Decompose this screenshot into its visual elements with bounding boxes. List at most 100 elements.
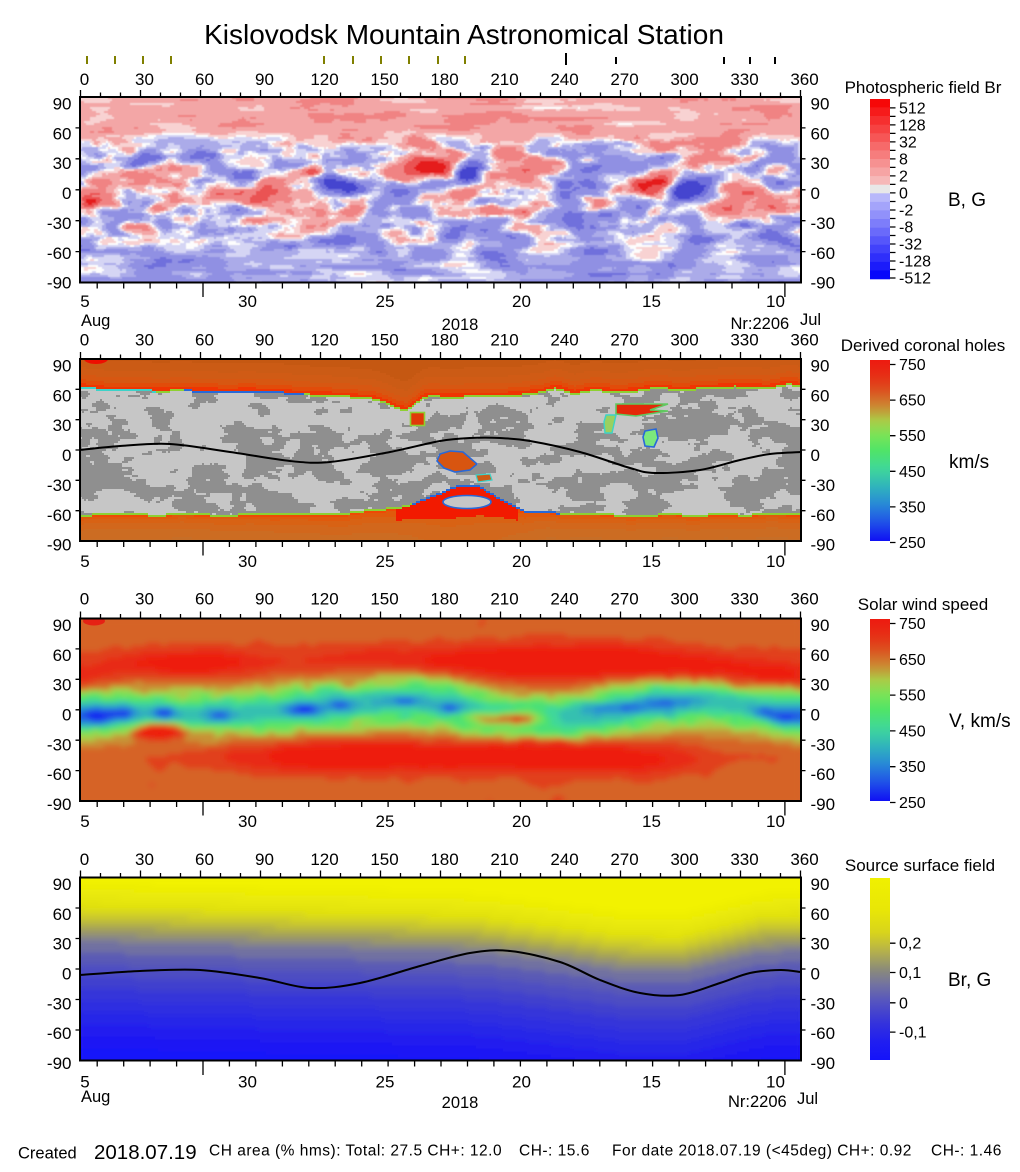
svg-text:30: 30: [238, 552, 257, 571]
svg-text:90: 90: [811, 875, 830, 894]
svg-text:550: 550: [899, 688, 926, 705]
svg-text:0: 0: [899, 995, 908, 1012]
svg-text:300: 300: [670, 331, 698, 350]
svg-text:750: 750: [899, 357, 926, 374]
svg-text:Created: Created: [18, 1145, 77, 1163]
svg-text:-30: -30: [811, 735, 836, 754]
svg-text:300: 300: [670, 590, 698, 609]
svg-text:Solar wind speed: Solar wind speed: [858, 595, 988, 614]
svg-text:-30: -30: [811, 214, 836, 233]
svg-text:120: 120: [310, 70, 338, 89]
svg-text:5: 5: [80, 552, 89, 571]
svg-text:10: 10: [766, 552, 785, 571]
svg-text:90: 90: [811, 95, 830, 114]
svg-text:0: 0: [62, 446, 71, 465]
svg-text:-2: -2: [899, 203, 913, 220]
svg-text:For date 2018.07.19 (<45deg) C: For date 2018.07.19 (<45deg) CH+: 0.92: [612, 1143, 912, 1160]
svg-text:-60: -60: [811, 765, 836, 784]
svg-text:0: 0: [811, 706, 820, 725]
svg-text:30: 30: [238, 292, 257, 311]
svg-text:128: 128: [899, 117, 926, 134]
svg-text:-128: -128: [899, 254, 931, 271]
svg-text:Nr:2206: Nr:2206: [728, 1093, 787, 1111]
svg-text:60: 60: [811, 124, 830, 143]
svg-text:350: 350: [899, 759, 926, 776]
svg-text:30: 30: [811, 935, 830, 954]
svg-text:20: 20: [512, 812, 531, 831]
svg-text:-30: -30: [811, 994, 836, 1013]
svg-text:2018: 2018: [442, 316, 479, 334]
svg-text:-90: -90: [47, 795, 72, 814]
svg-text:B, G: B, G: [948, 190, 986, 211]
svg-text:-90: -90: [811, 1054, 836, 1073]
svg-text:-32: -32: [899, 237, 922, 254]
svg-text:350: 350: [899, 499, 926, 516]
svg-text:300: 300: [670, 70, 698, 89]
svg-text:-90: -90: [47, 274, 72, 293]
svg-text:-60: -60: [811, 244, 836, 263]
svg-text:60: 60: [53, 646, 72, 665]
svg-text:150: 150: [370, 331, 398, 350]
svg-text:60: 60: [53, 905, 72, 924]
svg-text:90: 90: [811, 357, 830, 376]
svg-text:0: 0: [62, 965, 71, 984]
svg-text:360: 360: [790, 331, 818, 350]
svg-text:25: 25: [376, 552, 395, 571]
svg-text:240: 240: [550, 70, 578, 89]
svg-text:0,2: 0,2: [899, 936, 921, 953]
svg-text:25: 25: [376, 812, 395, 831]
svg-text:-30: -30: [47, 214, 72, 233]
svg-text:Kislovodsk Mountain Astronomic: Kislovodsk Mountain Astronomical Station: [204, 19, 724, 50]
svg-text:210: 210: [490, 331, 518, 350]
svg-text:650: 650: [899, 393, 926, 410]
svg-text:330: 330: [730, 590, 758, 609]
svg-text:330: 330: [730, 850, 758, 869]
svg-text:60: 60: [811, 386, 830, 405]
svg-text:300: 300: [670, 850, 698, 869]
svg-text:15: 15: [642, 292, 661, 311]
svg-text:60: 60: [195, 850, 214, 869]
svg-text:150: 150: [370, 850, 398, 869]
svg-text:330: 330: [730, 331, 758, 350]
svg-text:90: 90: [255, 331, 274, 350]
svg-text:10: 10: [766, 1073, 785, 1092]
svg-text:650: 650: [899, 652, 926, 669]
svg-text:360: 360: [790, 70, 818, 89]
svg-text:5: 5: [80, 1073, 89, 1092]
svg-text:0: 0: [80, 850, 89, 869]
svg-text:30: 30: [811, 416, 830, 435]
svg-text:30: 30: [53, 676, 72, 695]
svg-text:150: 150: [370, 70, 398, 89]
svg-text:Nr:2206: Nr:2206: [731, 315, 790, 333]
svg-text:330: 330: [730, 70, 758, 89]
svg-text:30: 30: [135, 70, 154, 89]
svg-text:450: 450: [899, 723, 926, 740]
svg-text:450: 450: [899, 464, 926, 481]
svg-text:-30: -30: [47, 994, 72, 1013]
svg-text:-60: -60: [47, 244, 72, 263]
svg-text:-30: -30: [47, 735, 72, 754]
svg-text:-90: -90: [811, 795, 836, 814]
svg-text:270: 270: [610, 590, 638, 609]
svg-text:30: 30: [53, 935, 72, 954]
svg-text:20: 20: [512, 1073, 531, 1092]
svg-text:60: 60: [195, 590, 214, 609]
svg-text:240: 240: [550, 331, 578, 350]
svg-text:210: 210: [490, 70, 518, 89]
svg-text:Jul: Jul: [797, 1090, 818, 1108]
svg-text:25: 25: [376, 292, 395, 311]
svg-text:10: 10: [766, 292, 785, 311]
svg-text:210: 210: [490, 850, 518, 869]
svg-text:0: 0: [62, 184, 71, 203]
svg-text:-60: -60: [47, 765, 72, 784]
svg-text:90: 90: [255, 850, 274, 869]
svg-text:CH-: 1.46: CH-: 1.46: [931, 1143, 1002, 1160]
svg-text:60: 60: [195, 70, 214, 89]
svg-text:Aug: Aug: [81, 312, 110, 330]
svg-text:2: 2: [899, 168, 908, 185]
svg-text:90: 90: [255, 70, 274, 89]
svg-text:Jul: Jul: [800, 311, 821, 329]
svg-text:30: 30: [53, 154, 72, 173]
svg-text:550: 550: [899, 428, 926, 445]
svg-text:240: 240: [550, 590, 578, 609]
